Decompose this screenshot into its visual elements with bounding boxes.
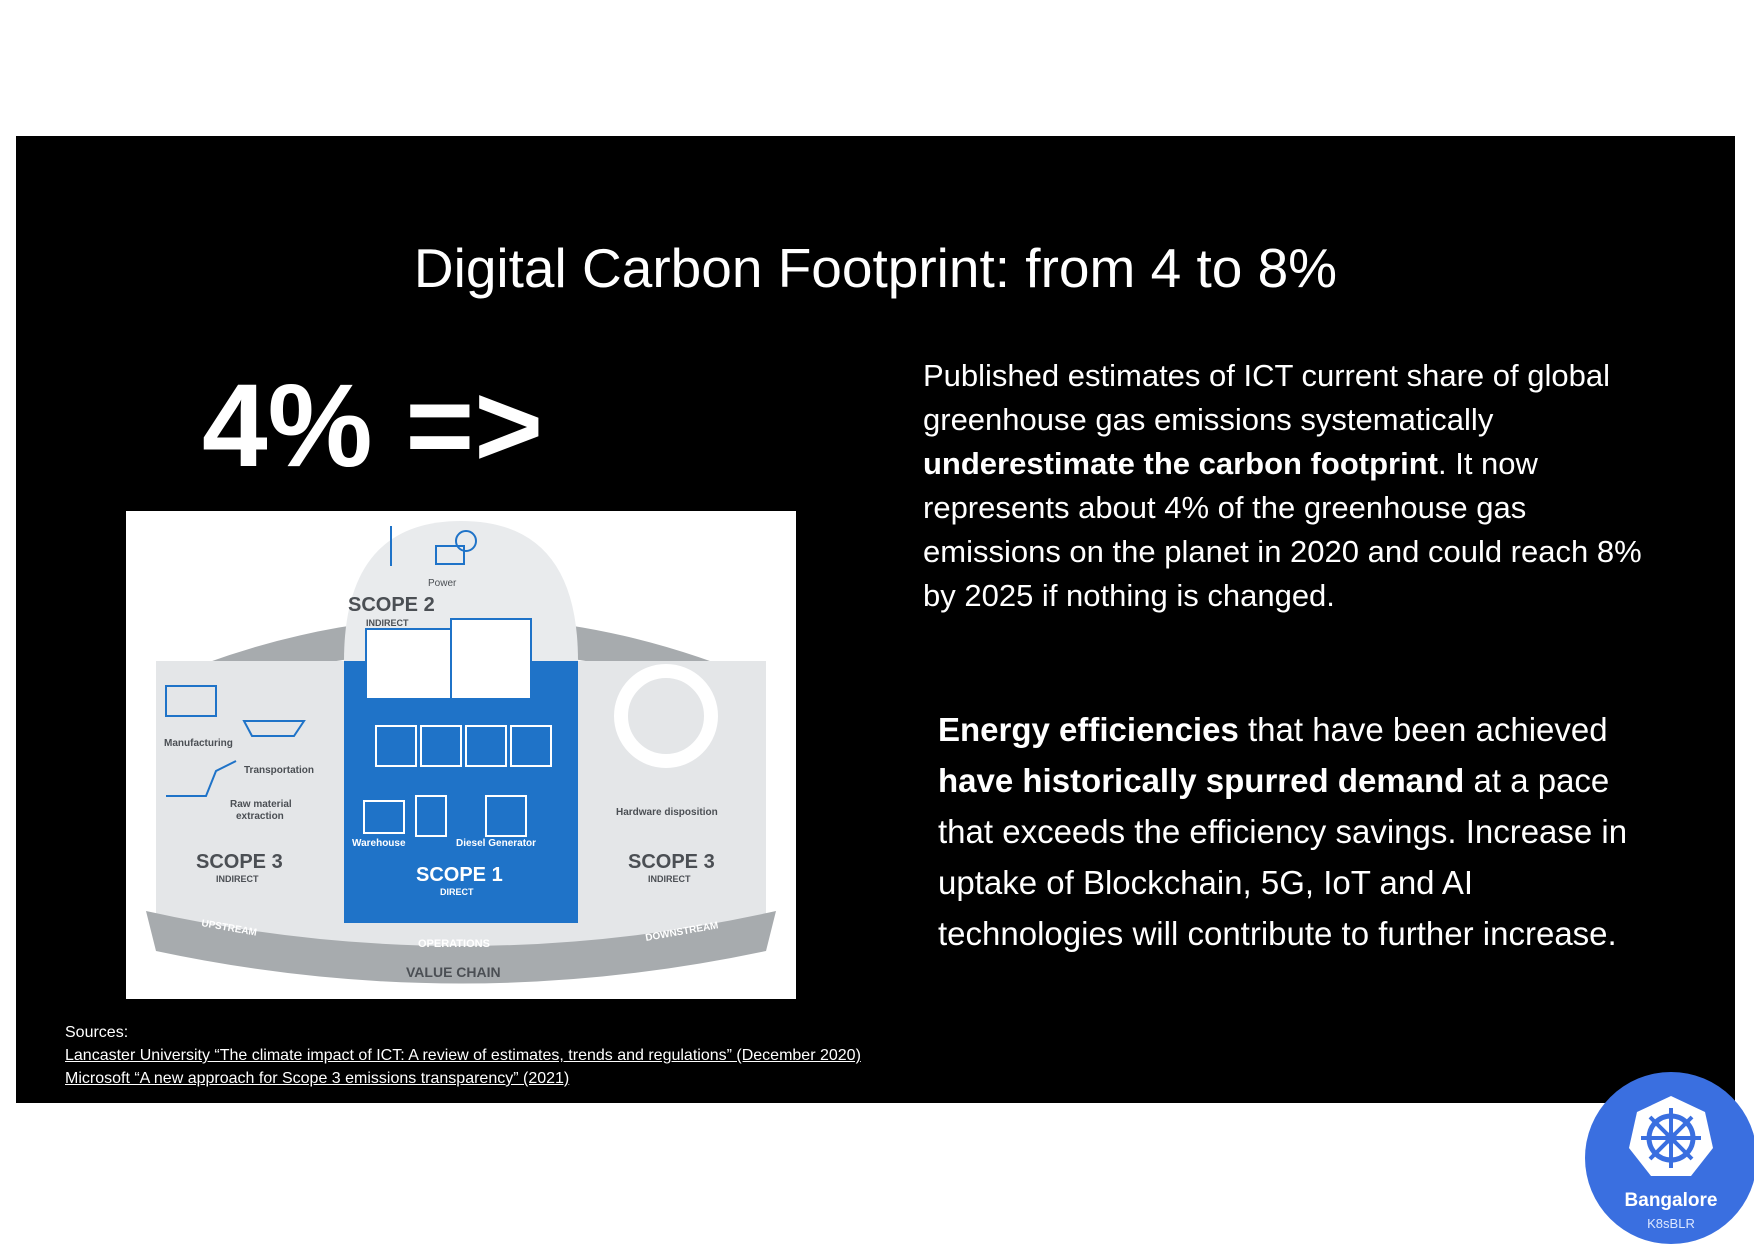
slide-title: Digital Carbon Footprint: from 4 to 8%	[413, 237, 1338, 299]
para2-text-1: that have been achieved	[1238, 711, 1608, 748]
sources-block: Sources: Lancaster University “The clima…	[65, 1021, 861, 1090]
scope3-left-sub: INDIRECT	[216, 874, 259, 884]
scope3-right-sub: INDIRECT	[648, 874, 691, 884]
recycle-icon	[614, 664, 718, 768]
para2-text-2: at a pace that exceeds the efficiency sa…	[938, 762, 1628, 952]
hardware-disposition-label: Hardware disposition	[616, 807, 718, 818]
scope-diagram: Power SCOPE 2 INDIRECT circular reuse ci…	[126, 511, 796, 999]
factory-icon	[165, 685, 217, 717]
para2-bold-2: have historically spurred demand	[938, 762, 1465, 799]
value-chain-label: VALUE CHAIN	[406, 964, 501, 980]
scope2-title: SCOPE 2	[348, 594, 435, 616]
warehouse-label: Warehouse	[352, 838, 406, 849]
circular-reuse-left: circular reuse	[217, 601, 276, 639]
badge-tag: K8sBLR	[1647, 1216, 1695, 1231]
raw-material-label-2: extraction	[236, 811, 284, 822]
scope3-right-title: SCOPE 3	[628, 851, 715, 873]
badge-city: Bangalore	[1624, 1190, 1718, 1211]
scope3-left-title: SCOPE 3	[196, 851, 283, 873]
excavator-icon	[166, 760, 237, 797]
scope1-sub: DIRECT	[440, 887, 474, 897]
operations-label: OPERATIONS	[418, 938, 490, 950]
scope-diagram-svg: Power SCOPE 2 INDIRECT circular reuse ci…	[146, 521, 776, 984]
para2-bold-1: Energy efficiencies	[938, 711, 1239, 748]
scope2-sub: INDIRECT	[366, 618, 409, 628]
raw-material-label-1: Raw material	[230, 799, 292, 810]
manufacturing-label: Manufacturing	[164, 738, 233, 749]
value-chain-band	[146, 911, 776, 984]
source-link-microsoft[interactable]: Microsoft “A new approach for Scope 3 em…	[65, 1070, 570, 1087]
scope1-title: SCOPE 1	[416, 864, 503, 886]
building-icon	[450, 618, 532, 700]
helm-wheel-icon	[1629, 1096, 1713, 1176]
transportation-label: Transportation	[244, 765, 314, 776]
big-percentage: 4% =>	[202, 360, 544, 492]
diesel-generator-label: Diesel Generator	[456, 838, 536, 849]
slide: Digital Carbon Footprint: from 4 to 8% 4…	[16, 136, 1735, 1103]
ict-estimates-paragraph: Published estimates of ICT current share…	[923, 354, 1643, 618]
para1-text-2: . It now represents about 4% of the gree…	[923, 446, 1642, 613]
ship-icon	[242, 720, 306, 737]
sources-label: Sources:	[65, 1024, 129, 1041]
circular-arc	[156, 617, 766, 711]
power-label: Power	[428, 578, 457, 589]
para1-text-1: Published estimates of ICT current share…	[923, 358, 1610, 437]
server-racks-icon	[363, 725, 552, 837]
power-icons	[390, 526, 477, 566]
energy-efficiency-paragraph: Energy efficiencies that have been achie…	[938, 704, 1658, 959]
k8sblr-badge: Bangalore K8sBLR	[1585, 1072, 1754, 1244]
scope1-column	[344, 661, 578, 923]
source-link-lancaster[interactable]: Lancaster University “The climate impact…	[65, 1047, 861, 1064]
para1-bold-1: underestimate the carbon footprint	[923, 446, 1438, 481]
